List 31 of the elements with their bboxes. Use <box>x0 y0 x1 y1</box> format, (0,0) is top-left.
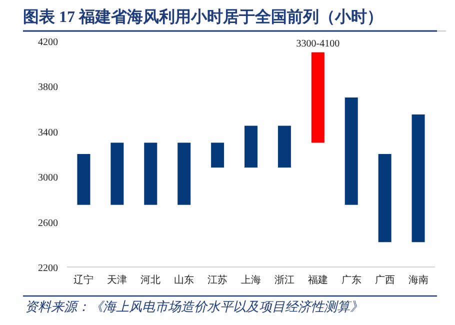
x-tick-label: 广西 <box>374 274 395 286</box>
x-tick-label: 河北 <box>140 274 161 286</box>
x-tick-label: 福建 <box>308 274 328 286</box>
bar <box>278 126 291 168</box>
y-tick-label: 3800 <box>38 82 58 94</box>
x-tick-label: 山东 <box>174 274 194 286</box>
bar <box>412 114 425 242</box>
data-label: 3300-4100 <box>296 38 340 50</box>
x-tick-label: 江苏 <box>208 274 228 286</box>
bar <box>110 142 124 205</box>
y-tick-label: 2200 <box>38 263 58 274</box>
y-tick-label: 2600 <box>38 218 58 229</box>
bar <box>144 142 158 205</box>
bar <box>77 154 90 205</box>
x-tick-label: 广东 <box>341 274 362 286</box>
bar <box>344 98 358 205</box>
y-tick-label: 3000 <box>38 172 58 184</box>
x-tick-label: 天津 <box>107 274 128 286</box>
bar <box>244 126 258 168</box>
y-tick-label: 4200 <box>38 37 58 48</box>
y-tick-label: 3400 <box>38 127 58 138</box>
x-tick-label: 浙江 <box>274 274 294 286</box>
x-tick-label: 辽宁 <box>74 274 94 286</box>
bar <box>211 142 224 168</box>
text: 资料来源：《海上风电市场造价水平以及项目经济性测算》 <box>25 299 363 314</box>
bar <box>311 52 324 143</box>
bar <box>378 154 392 242</box>
chart-title: 图表 17 福建省海风利用小时居于全国前列（小时） <box>23 8 383 26</box>
bar <box>178 142 191 205</box>
x-tick-label: 海南 <box>408 274 428 286</box>
x-tick-label: 上海 <box>241 274 261 286</box>
